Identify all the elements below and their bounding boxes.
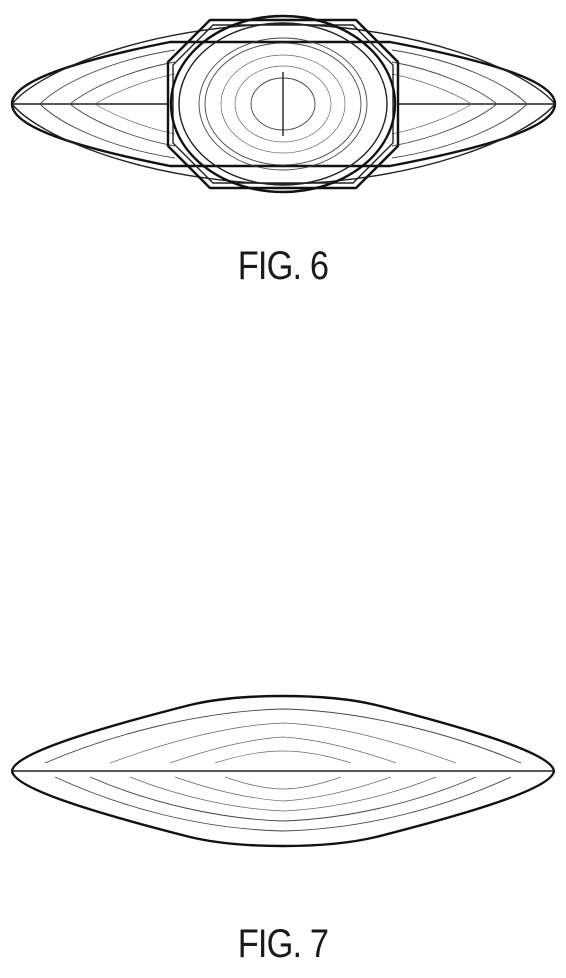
fig7-outer-top bbox=[12, 696, 554, 771]
fig7-lower-contour-1 bbox=[55, 777, 511, 831]
fig7-upper-contour-1 bbox=[45, 709, 521, 763]
fig6-left-contour-1 bbox=[40, 50, 175, 104]
fig7-svg bbox=[0, 675, 566, 875]
fig6-svg bbox=[0, 10, 566, 210]
fig6-label: FIG. 6 bbox=[40, 244, 527, 289]
fig7-label: FIG. 7 bbox=[40, 922, 527, 967]
fig7-outer-bottom bbox=[12, 771, 554, 846]
fig6-drawing bbox=[0, 10, 566, 210]
fig7-drawing bbox=[0, 675, 566, 875]
